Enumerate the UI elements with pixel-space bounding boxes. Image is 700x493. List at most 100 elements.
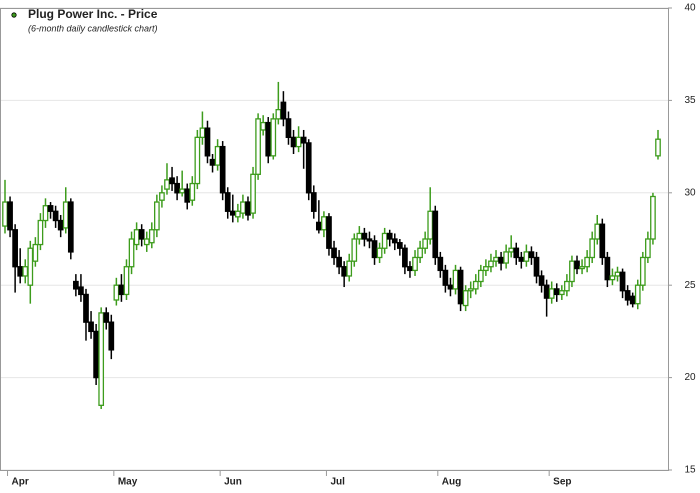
candle-up bbox=[609, 275, 616, 281]
candle-up bbox=[37, 219, 44, 246]
candle-down bbox=[407, 266, 413, 272]
candle-up bbox=[260, 121, 267, 131]
candle-up bbox=[240, 201, 246, 214]
y-tick-label: 30 bbox=[684, 187, 696, 198]
candle-up bbox=[655, 138, 661, 157]
candle-down bbox=[12, 229, 18, 268]
candle-down bbox=[265, 121, 272, 157]
candle-up bbox=[214, 145, 221, 166]
candle-down bbox=[118, 284, 125, 296]
candle-up bbox=[295, 136, 302, 148]
candle-down bbox=[336, 256, 342, 268]
x-tick-label: Jul bbox=[330, 477, 345, 488]
candle-up bbox=[645, 238, 651, 259]
y-tick-label: 25 bbox=[684, 280, 696, 291]
candle-down bbox=[442, 269, 449, 286]
candle-up bbox=[154, 201, 160, 231]
candle-down bbox=[305, 142, 312, 194]
candle-up bbox=[275, 108, 282, 120]
y-tick-label: 20 bbox=[684, 372, 696, 383]
candle-up bbox=[143, 238, 150, 246]
candle-up bbox=[427, 210, 434, 240]
candle-up bbox=[462, 290, 469, 307]
candle-up bbox=[98, 312, 105, 406]
candle-up bbox=[123, 266, 130, 296]
candle-down bbox=[543, 284, 550, 299]
chart-subtitle: (6-month daily candlestick chart) bbox=[28, 23, 158, 33]
candle-down bbox=[604, 256, 611, 281]
candle-down bbox=[204, 127, 211, 157]
candle-up bbox=[2, 201, 8, 227]
candle-up bbox=[179, 188, 186, 194]
candle-down bbox=[229, 210, 236, 216]
candle-down bbox=[108, 321, 115, 351]
candle-down bbox=[457, 269, 464, 305]
chart-title: Plug Power Inc. - Price bbox=[28, 7, 158, 21]
candle-up bbox=[483, 266, 489, 272]
candle-down bbox=[219, 145, 226, 194]
candle-up bbox=[650, 195, 656, 240]
candle-up bbox=[128, 238, 135, 268]
candle-up bbox=[488, 260, 494, 268]
candle-up bbox=[199, 127, 206, 139]
candle-up bbox=[579, 266, 585, 270]
candle-up bbox=[321, 216, 327, 231]
plot-frame bbox=[0, 8, 669, 471]
candle-up bbox=[503, 251, 509, 264]
candle-down bbox=[498, 256, 504, 264]
candle-down bbox=[341, 266, 348, 277]
candle-down bbox=[138, 229, 145, 240]
candle-down bbox=[57, 219, 64, 231]
candle-up bbox=[417, 247, 423, 259]
candle-up bbox=[422, 238, 428, 249]
candle-up bbox=[351, 238, 358, 262]
y-tick-label: 35 bbox=[684, 95, 696, 106]
candle-down bbox=[52, 210, 59, 222]
candle-down bbox=[366, 238, 373, 242]
candle-up bbox=[22, 266, 29, 277]
candle-down bbox=[361, 232, 368, 240]
candle-up bbox=[584, 256, 590, 268]
candle-down bbox=[437, 256, 444, 272]
y-tick-label: 40 bbox=[684, 3, 696, 14]
candle-up bbox=[548, 288, 555, 299]
candle-down bbox=[402, 247, 408, 268]
candle-down bbox=[17, 266, 24, 277]
candle-down bbox=[331, 247, 337, 259]
candle-up bbox=[113, 284, 120, 301]
candle-down bbox=[538, 275, 545, 286]
candle-up bbox=[189, 182, 196, 201]
candle-up bbox=[376, 247, 383, 259]
candle-down bbox=[103, 312, 110, 323]
x-tick-label: May bbox=[118, 477, 138, 488]
candle-down bbox=[396, 242, 403, 249]
candle-down bbox=[184, 188, 191, 203]
candle-up bbox=[614, 271, 621, 277]
candle-up bbox=[381, 232, 388, 249]
candle-down bbox=[619, 271, 626, 292]
x-tick-label: Jun bbox=[224, 477, 242, 488]
candle-down bbox=[326, 216, 332, 249]
candle-down bbox=[245, 201, 251, 216]
candle-down bbox=[174, 182, 180, 194]
candle-down bbox=[513, 247, 520, 259]
candle-up bbox=[255, 118, 261, 175]
candle-down bbox=[290, 136, 297, 148]
candle-down bbox=[629, 295, 636, 305]
candle-up bbox=[523, 251, 530, 262]
candle-down bbox=[300, 136, 307, 144]
candle-down bbox=[169, 177, 175, 185]
candle-down bbox=[553, 288, 560, 296]
candle-down bbox=[533, 256, 540, 277]
candle-up bbox=[564, 280, 570, 292]
legend-marker bbox=[11, 12, 17, 18]
candle-down bbox=[391, 238, 398, 244]
candle-up bbox=[467, 288, 474, 292]
candle-down bbox=[209, 158, 216, 166]
x-tick-label: Aug bbox=[442, 477, 461, 488]
x-tick-label: Sep bbox=[553, 477, 571, 488]
candle-down bbox=[371, 240, 378, 259]
candle-down bbox=[574, 260, 580, 270]
candle-up bbox=[194, 136, 201, 185]
